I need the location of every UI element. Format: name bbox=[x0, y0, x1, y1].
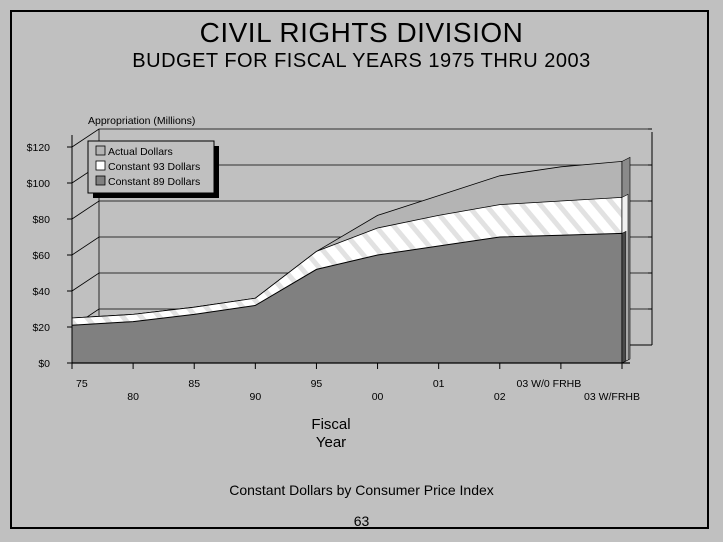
x-axis-label: Fiscal Year bbox=[311, 416, 351, 451]
y-tick-label: $0 bbox=[38, 358, 50, 370]
x-tick-label: 01 bbox=[433, 378, 445, 390]
x-tick-label: 85 bbox=[188, 378, 200, 390]
x-tick-label: 75 bbox=[76, 378, 88, 390]
area-constant-89-dollars-side bbox=[621, 230, 627, 364]
chart-subtitle: BUDGET FOR FISCAL YEARS 1975 THRU 2003 bbox=[132, 50, 591, 72]
x-tick-label: 80 bbox=[127, 391, 139, 403]
area-series bbox=[71, 156, 631, 364]
y-tick-label: $80 bbox=[32, 214, 50, 226]
x-tick-label: 00 bbox=[372, 391, 384, 403]
y-tick-label: $40 bbox=[32, 286, 50, 298]
legend-label: Constant 89 Dollars bbox=[108, 176, 200, 188]
legend-swatch bbox=[95, 160, 106, 171]
legend-label: Actual Dollars bbox=[108, 146, 173, 158]
y-tick-labels: $0 $20 $40 $60 $80 $100 $120 bbox=[27, 142, 51, 370]
legend-label: Constant 93 Dollars bbox=[108, 161, 200, 173]
x-tick-label: 03 W/0 FRHB bbox=[517, 378, 582, 390]
y-tick-label: $60 bbox=[32, 250, 50, 262]
y-tick-label: $120 bbox=[27, 142, 51, 154]
legend-swatch bbox=[95, 145, 106, 156]
legend-swatch bbox=[95, 175, 106, 186]
axes bbox=[67, 135, 630, 369]
footnote: Constant Dollars by Consumer Price Index bbox=[229, 482, 494, 498]
x-tick-label: 90 bbox=[249, 391, 261, 403]
x-tick-label: 95 bbox=[311, 378, 323, 390]
x-tick-label: 03 W/FRHB bbox=[584, 391, 640, 403]
chart-title: CIVIL RIGHTS DIVISION bbox=[199, 17, 524, 48]
legend-box bbox=[87, 140, 215, 194]
legend: Actual Dollars Constant 93 Dollars Constan… bbox=[87, 140, 219, 198]
y-tick-label: $20 bbox=[32, 322, 50, 334]
y-axis-label: Appropriation (Millions) bbox=[88, 115, 195, 127]
x-tick-label: 02 bbox=[494, 391, 506, 403]
page-number: 63 bbox=[353, 513, 370, 529]
y-tick-label: $100 bbox=[27, 178, 51, 190]
